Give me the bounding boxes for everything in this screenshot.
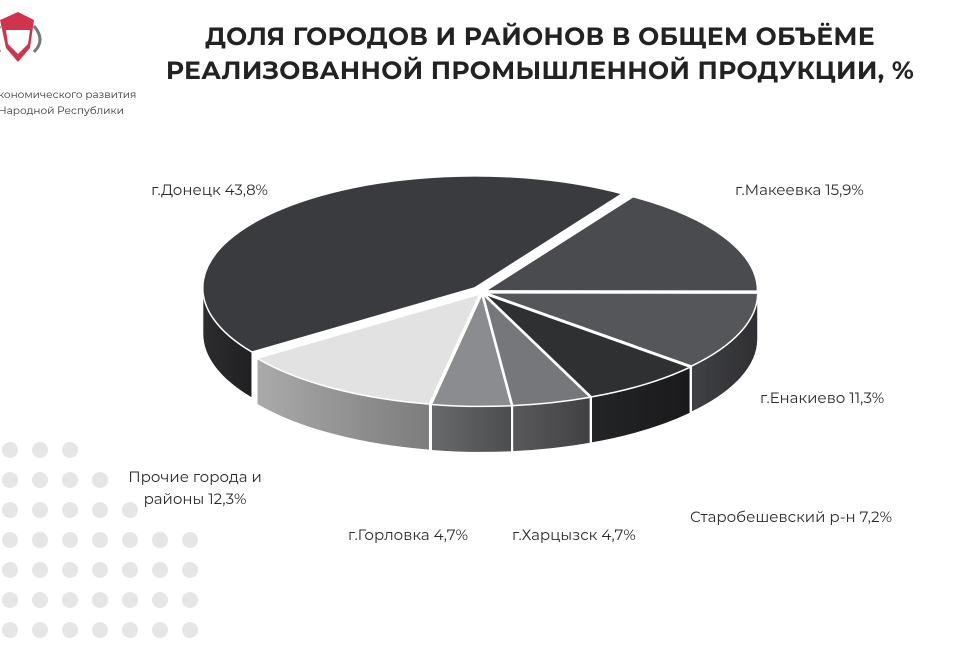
slice-label: г.Енакиево 11,3%: [760, 388, 884, 407]
category-label: г.Макеевка: [735, 180, 822, 199]
decor-dot: [62, 562, 78, 578]
decor-dot: [2, 532, 18, 548]
value-label: 12,3%: [208, 489, 247, 508]
chart-title: РЕАЛИЗОВАННОЙ ПРОМЫШЛЕННОЙ ПРОДУКЦИИ, %: [165, 56, 915, 86]
decor-dot: [92, 472, 108, 488]
value-label: 7,2%: [859, 507, 893, 526]
value-label: 4,7%: [601, 525, 636, 544]
chart-title: ДОЛЯ ГОРОДОВ И РАЙОНОВ В ОБЩЕМ ОБЪЁМЕ: [205, 22, 875, 52]
value-label: 15,9%: [825, 180, 864, 199]
slice: [430, 292, 513, 408]
decor-dot: [2, 562, 18, 578]
slice-tops: [202, 175, 759, 408]
category-label: г.Горловка: [348, 525, 430, 544]
decor-dot: [32, 532, 48, 548]
value-label: 43,8%: [224, 180, 268, 199]
category-label: Прочие города и районы: [128, 467, 262, 508]
slice-label: г.Донецк 43,8%: [151, 180, 268, 199]
decor-dot: [62, 472, 78, 488]
slice: [202, 175, 625, 353]
decor-dot: [122, 562, 138, 578]
decor-dot: [122, 622, 138, 638]
value-label: 4,7%: [433, 525, 469, 544]
category-label: г.Донецк: [151, 180, 221, 199]
decor-dot: [152, 622, 168, 638]
category-label: г.Енакиево: [760, 388, 846, 407]
logo-text: Народной Республики: [0, 104, 124, 117]
decor-dot: [152, 532, 168, 548]
decor-dot: [182, 532, 198, 548]
logo-text: кономического развития: [0, 88, 137, 101]
decor-dot: [92, 592, 108, 608]
decor-dot: [62, 622, 78, 638]
decor-dot: [2, 592, 18, 608]
decor-dot: [122, 532, 138, 548]
slice: [482, 195, 759, 292]
decor-dot: [2, 622, 18, 638]
logo-emblem: [0, 12, 42, 62]
slice: [481, 291, 592, 407]
value-label: 11,3%: [849, 388, 885, 407]
slice: [255, 292, 482, 405]
decor-dot: [62, 532, 78, 548]
decor-dot: [122, 502, 138, 518]
decor-dot: [32, 442, 48, 458]
decor-dot: [32, 502, 48, 518]
decor-dot: [92, 532, 108, 548]
decor-dot: [2, 442, 18, 458]
slice-label: г.Макеевка 15,9%: [735, 180, 864, 199]
slice-label: г.Горловка 4,7%: [348, 525, 468, 544]
decor-dot: [32, 562, 48, 578]
slice-label: Прочие города и районы 12,3%: [110, 466, 280, 510]
decor-dot: [62, 592, 78, 608]
decor-dot: [182, 622, 198, 638]
decor-dot: [92, 622, 108, 638]
decor-dot: [92, 562, 108, 578]
decor-dot: [32, 622, 48, 638]
decor-dot: [32, 472, 48, 488]
category-label: Старобешевский р-н: [690, 507, 856, 526]
slice: [485, 292, 759, 367]
decor-dot: [152, 592, 168, 608]
category-label: г.Харцызск: [512, 525, 598, 544]
slice-sides: [202, 287, 759, 453]
decor-dot: [32, 592, 48, 608]
slice-side: [430, 403, 513, 453]
decor-dot: [92, 502, 108, 518]
decor-dot: [182, 592, 198, 608]
slice-label: г.Харцызск 4,7%: [512, 525, 636, 544]
decor-dot: [122, 592, 138, 608]
decor-dot: [2, 472, 18, 488]
decor-dot: [182, 562, 198, 578]
decor-dot: [62, 502, 78, 518]
decor-dot: [152, 562, 168, 578]
decor-dot: [2, 502, 18, 518]
slice-label: Старобешевский р-н 7,2%: [690, 507, 892, 526]
slice: [483, 293, 693, 398]
decor-dot: [62, 442, 78, 458]
